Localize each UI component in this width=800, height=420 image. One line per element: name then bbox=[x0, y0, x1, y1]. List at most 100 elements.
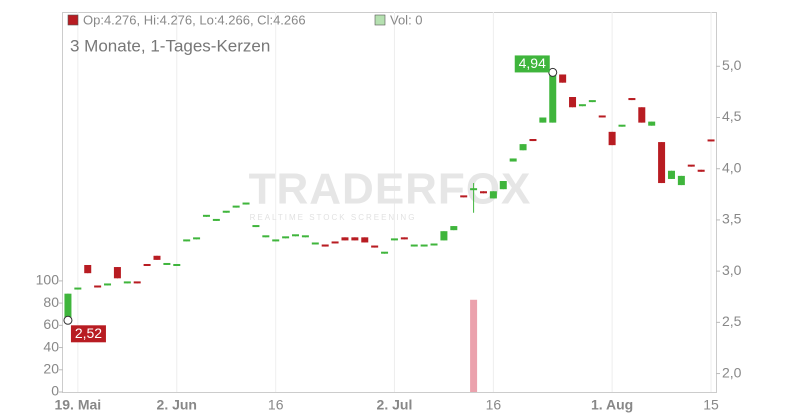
candle-body bbox=[94, 285, 102, 288]
candle-body bbox=[499, 181, 507, 190]
max-marker bbox=[548, 67, 558, 77]
y-tick-label: 2,5 bbox=[722, 313, 742, 329]
legend-swatch-ohlc bbox=[67, 14, 79, 26]
min-label-box bbox=[70, 325, 106, 343]
y-tick-label: 4,5 bbox=[722, 108, 742, 124]
watermark-group: TRADERFOX REALTIME STOCK SCREENING bbox=[249, 165, 532, 222]
volume-bar bbox=[470, 299, 478, 392]
candle-body bbox=[618, 124, 626, 127]
candle-body bbox=[232, 205, 240, 208]
candle-body bbox=[588, 100, 596, 103]
candle-body bbox=[420, 244, 428, 247]
candle-body bbox=[301, 235, 309, 238]
legend-ohlc: Op:4.276, Hi:4.276, Lo:4.266, Cl:4.266 bbox=[83, 12, 306, 27]
candle-body bbox=[212, 218, 220, 221]
candle-body bbox=[460, 195, 468, 198]
candle-body bbox=[292, 234, 300, 237]
candle-body bbox=[608, 131, 616, 146]
candle-body bbox=[470, 188, 478, 191]
x-tick-label: 19. Mai bbox=[54, 397, 101, 413]
candle-body bbox=[381, 251, 389, 254]
candle-body bbox=[252, 225, 260, 228]
candle-body bbox=[529, 139, 537, 142]
candle-body bbox=[242, 202, 250, 205]
y-tick-label: 2,0 bbox=[722, 364, 742, 380]
candle-body bbox=[143, 263, 151, 266]
y2-tick-label: 0 bbox=[51, 383, 59, 399]
candle-body bbox=[509, 158, 517, 162]
y-tick-label: 5,0 bbox=[722, 57, 742, 73]
candle-body bbox=[440, 231, 448, 241]
y2-tick-label: 60 bbox=[43, 316, 59, 332]
watermark: TRADERFOX bbox=[249, 165, 532, 214]
candle-body bbox=[123, 281, 131, 284]
candle-body bbox=[341, 237, 349, 241]
x-tick-label: 2. Jul bbox=[377, 397, 413, 413]
marks bbox=[64, 72, 715, 392]
candle-body bbox=[667, 170, 675, 179]
y-tick-label: 4,0 bbox=[722, 159, 742, 175]
y2-tick-label: 80 bbox=[43, 294, 59, 310]
candle-body bbox=[658, 142, 666, 184]
candle-body bbox=[193, 237, 201, 240]
candle-body bbox=[113, 267, 121, 279]
candle-body bbox=[371, 245, 379, 248]
candle-body bbox=[559, 74, 567, 83]
candle-body bbox=[569, 97, 577, 108]
candle-body bbox=[410, 244, 418, 247]
candle-body bbox=[707, 139, 715, 142]
candle-body bbox=[430, 243, 438, 246]
candle-body bbox=[390, 238, 398, 241]
candle-body bbox=[677, 175, 685, 186]
candle-body bbox=[104, 283, 112, 286]
x-tick-label: 2. Jun bbox=[157, 397, 197, 413]
candle-body bbox=[549, 73, 557, 123]
candle-body bbox=[84, 264, 92, 274]
candle-body bbox=[578, 104, 586, 107]
y-tick-label: 3,5 bbox=[722, 211, 742, 227]
candle-body bbox=[173, 263, 181, 266]
candle-body bbox=[153, 255, 161, 260]
candle-body bbox=[163, 262, 171, 265]
candle-body bbox=[648, 121, 656, 126]
candle-body bbox=[311, 242, 319, 245]
candle-body bbox=[361, 237, 369, 243]
candle-body bbox=[202, 214, 210, 217]
candle-body bbox=[321, 244, 329, 247]
x-tick-label: 1. Aug bbox=[591, 397, 633, 413]
subtitle: 3 Monate, 1-Tages-Kerzen bbox=[70, 36, 270, 55]
y-tick-label: 3,0 bbox=[722, 262, 742, 278]
x-tick-label: 16 bbox=[486, 397, 502, 413]
plot-frame bbox=[62, 12, 717, 393]
y2-tick-label: 40 bbox=[43, 338, 59, 354]
candle-body bbox=[400, 237, 408, 240]
candle-body bbox=[489, 191, 497, 199]
max-label: 4,94 bbox=[519, 55, 546, 71]
candle-body bbox=[638, 107, 646, 123]
candle-body bbox=[262, 235, 270, 238]
y2-tick-label: 100 bbox=[36, 272, 60, 288]
min-marker bbox=[63, 315, 73, 325]
y2-tick-label: 20 bbox=[43, 360, 59, 376]
candle-body bbox=[687, 164, 695, 167]
candle-body bbox=[479, 191, 487, 194]
max-label-box bbox=[514, 55, 550, 73]
candle-body bbox=[598, 115, 606, 118]
candle-body bbox=[133, 281, 141, 284]
candle-body bbox=[351, 237, 359, 241]
candle-body bbox=[628, 98, 636, 101]
candle-body bbox=[697, 169, 705, 172]
candle-body bbox=[450, 226, 458, 231]
x-tick-label: 16 bbox=[268, 397, 284, 413]
candle-body bbox=[64, 293, 72, 319]
x-tick-label: 15 bbox=[703, 397, 719, 413]
candle-body bbox=[539, 117, 547, 123]
legend-volume: Vol: 0 bbox=[390, 12, 423, 27]
legend-swatch-volume bbox=[374, 14, 386, 26]
watermark-tagline: REALTIME STOCK SCREENING bbox=[250, 213, 417, 222]
candle-body bbox=[519, 144, 527, 151]
candle-body bbox=[331, 241, 339, 244]
candle-body bbox=[183, 239, 191, 242]
candle-body bbox=[272, 239, 280, 242]
